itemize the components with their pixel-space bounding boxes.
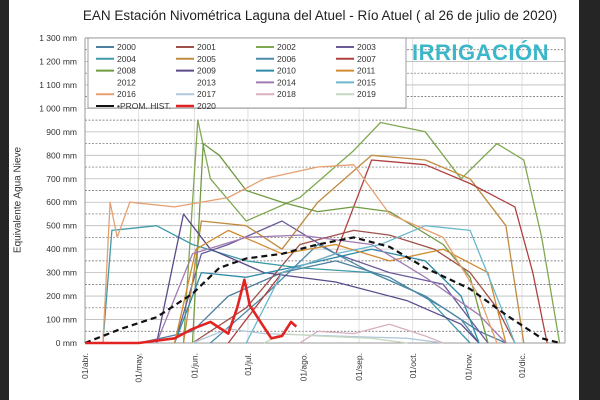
y-tick-label: 1 000 mm bbox=[39, 103, 77, 113]
x-tick-label: 01/may. bbox=[134, 353, 144, 383]
x-tick-label: 01/ago. bbox=[299, 353, 309, 381]
y-tick-label: 100 mm bbox=[46, 315, 77, 325]
series-line-2019 bbox=[263, 332, 408, 344]
series-line-prom-hist- bbox=[84, 236, 560, 345]
legend-label: 2005 bbox=[197, 54, 216, 64]
y-tick-label: 400 mm bbox=[46, 244, 77, 254]
y-tick-label: 500 mm bbox=[46, 221, 77, 231]
y-tick-label: 1 300 mm bbox=[39, 33, 77, 43]
y-tick-label: 1 100 mm bbox=[39, 80, 77, 90]
legend-label: 2004 bbox=[117, 54, 136, 64]
legend-label: 2016 bbox=[117, 89, 136, 99]
legend-label: 2009 bbox=[197, 66, 216, 76]
legend-label: 2017 bbox=[197, 89, 216, 99]
series-line-2001 bbox=[192, 229, 516, 344]
series-line-2015 bbox=[245, 225, 516, 344]
legend-label: 2008 bbox=[117, 66, 136, 76]
x-tick-label: 01/abr. bbox=[80, 353, 90, 379]
legend-label: 2015 bbox=[357, 77, 376, 87]
legend-label: 2002 bbox=[277, 42, 296, 52]
series-line-2008 bbox=[191, 142, 489, 344]
x-tick-label: 01/oct. bbox=[408, 353, 418, 379]
series-line-2011 bbox=[173, 229, 507, 344]
x-tick-label: 01/nov. bbox=[463, 353, 473, 380]
series-line-2016 bbox=[102, 164, 498, 344]
legend-label: 2011 bbox=[357, 66, 376, 76]
series-line-2014 bbox=[155, 234, 507, 344]
x-tick-label: 01/sep. bbox=[354, 353, 364, 381]
series-line-2002 bbox=[182, 119, 561, 344]
y-tick-label: 0 mm bbox=[56, 338, 77, 348]
series-line-2010 bbox=[173, 248, 480, 344]
y-tick-label: 700 mm bbox=[46, 174, 77, 184]
legend-label: 2001 bbox=[197, 42, 216, 52]
legend-label: 2006 bbox=[277, 54, 296, 64]
series-line-2009 bbox=[155, 213, 480, 344]
legend-label: 2000 bbox=[117, 42, 136, 52]
series-line-2006 bbox=[209, 243, 480, 344]
legend-label: 2003 bbox=[357, 42, 376, 52]
irrigacion-logo: IRRIGACIÓN bbox=[412, 40, 549, 65]
y-tick-label: 200 mm bbox=[46, 291, 77, 301]
legend-label: 2014 bbox=[277, 77, 296, 87]
series-line-2000 bbox=[138, 260, 507, 344]
series-line-2020 bbox=[85, 278, 298, 345]
legend-label: 2012 bbox=[117, 77, 136, 87]
legend-label: 2007 bbox=[357, 54, 376, 64]
y-tick-label: 600 mm bbox=[46, 197, 77, 207]
series-line-2005 bbox=[182, 154, 525, 344]
series-line-2018 bbox=[299, 323, 444, 344]
legend-label: 2013 bbox=[197, 77, 216, 87]
x-tick-label: 01/dic. bbox=[517, 353, 527, 378]
legend-label: •PROM. HIST. bbox=[117, 101, 171, 111]
legend-label: 2020 bbox=[197, 101, 216, 111]
x-tick-label: 01/jun. bbox=[189, 353, 199, 379]
legend-label: 2019 bbox=[357, 89, 376, 99]
legend-label: 2010 bbox=[277, 66, 296, 76]
series-line-2003 bbox=[173, 220, 489, 344]
y-tick-label: 800 mm bbox=[46, 150, 77, 160]
chart-title: EAN Estación Nivométrica Laguna del Atue… bbox=[82, 8, 558, 23]
y-tick-label: 900 mm bbox=[46, 127, 77, 137]
legend-label: 2018 bbox=[277, 89, 296, 99]
y-tick-label: 1 200 mm bbox=[39, 56, 77, 66]
legend-box bbox=[87, 37, 407, 109]
y-tick-label: 300 mm bbox=[46, 268, 77, 278]
x-tick-label: 01/jul. bbox=[243, 353, 253, 376]
